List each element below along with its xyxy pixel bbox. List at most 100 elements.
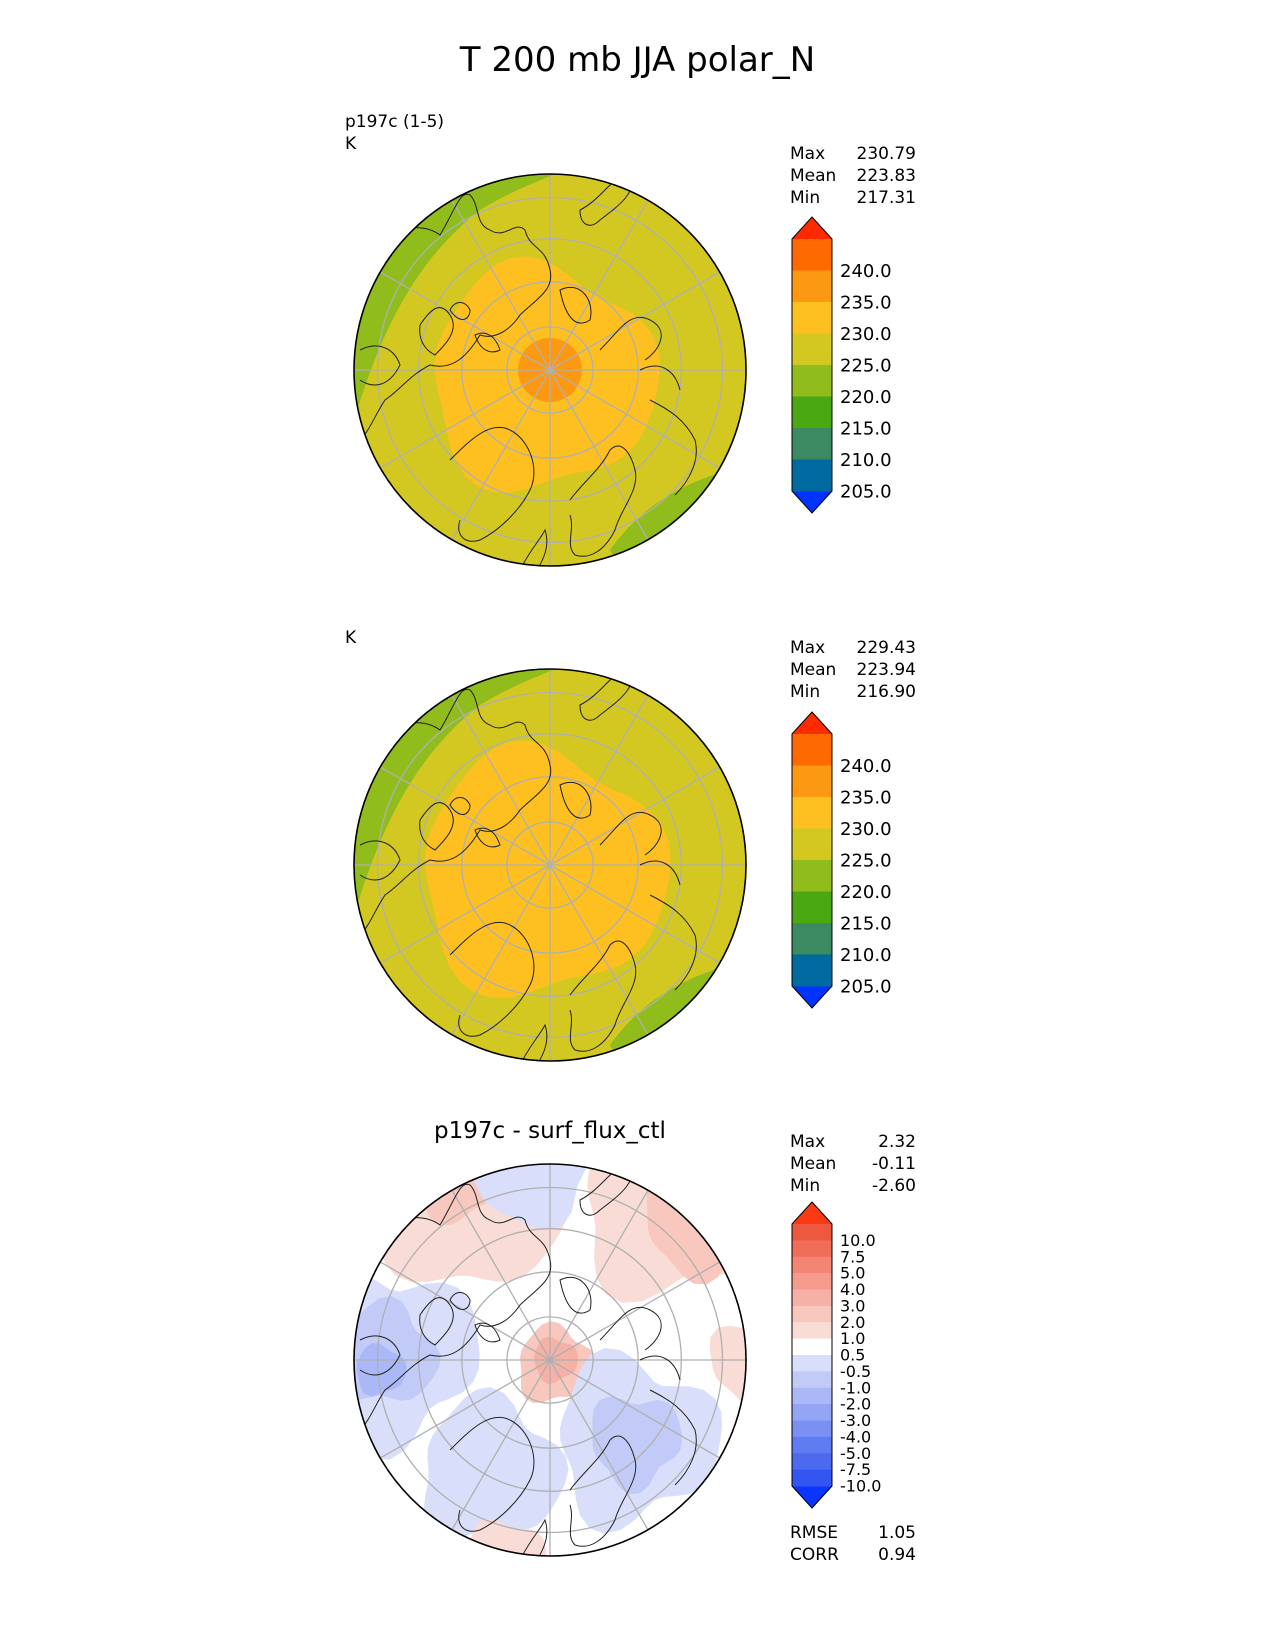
graticule — [354, 174, 746, 566]
colorbar-segment — [792, 954, 832, 987]
colorbar-tick-label: 220.0 — [840, 882, 892, 903]
coastline — [569, 445, 637, 557]
map-boundary — [353, 1163, 747, 1557]
colorbar-tick-label: 220.0 — [840, 387, 892, 408]
colorbar-extend-max — [792, 1202, 832, 1224]
meridian-line — [451, 864, 551, 1036]
stat-mean-label: Mean — [790, 1154, 837, 1174]
stat-min-label: Min — [790, 188, 821, 208]
meridian-line — [379, 1261, 551, 1361]
panel-3-colorbar: 10.07.55.04.03.02.01.00.5-0.5-1.0-2.0-3.… — [791, 1201, 881, 1509]
meridian-line — [379, 864, 551, 964]
coastline — [649, 894, 697, 991]
meridian-line — [451, 199, 551, 371]
coastlines — [359, 669, 697, 1061]
stat-max: 2.32 — [878, 1132, 916, 1152]
colorbar-segment — [792, 828, 832, 861]
colorbar-segment — [792, 365, 832, 397]
colorbar-tick-label: -1.0 — [840, 1378, 871, 1397]
coastline — [474, 827, 501, 848]
colorbar-tick-label: -5.0 — [840, 1444, 871, 1463]
colorbar-segment — [792, 1436, 832, 1454]
colorbar-tick-label: 235.0 — [840, 292, 892, 313]
meridian-line — [549, 369, 721, 469]
graticule — [354, 669, 746, 1061]
colorbar-tick-label: -4.0 — [840, 1427, 871, 1446]
panel-2-units: K — [345, 628, 357, 648]
colorbar-segment — [792, 333, 832, 366]
stat-min-label: Min — [790, 682, 821, 702]
coastline — [569, 1435, 637, 1547]
stat-min-label: Min — [790, 1176, 821, 1196]
field-215-220-west — [354, 669, 630, 1005]
coastline — [649, 1389, 697, 1486]
meridian-line — [379, 271, 551, 371]
colorbar-outline — [791, 711, 833, 1009]
coastline — [419, 802, 454, 851]
coastlines — [359, 174, 697, 566]
rmse-value: 1.05 — [878, 1523, 916, 1543]
colorbar-segment — [792, 891, 832, 924]
coastline — [599, 316, 662, 361]
colorbar-segment — [792, 1289, 832, 1307]
rmse-label: RMSE — [790, 1523, 839, 1543]
map-boundary — [353, 668, 747, 1062]
panel-1-colorbar: 240.0 235.0 230.0 225.0 220.0 215.0 210.0 205.0… — [791, 216, 892, 515]
colorbar-extend-max — [792, 217, 832, 239]
colorbar-segment — [792, 1420, 832, 1438]
figure-title: T 200 mb JJA polar_N — [459, 40, 816, 80]
colorbar-tick-label: -10.0 — [840, 1477, 881, 1496]
meridian-line — [549, 1261, 721, 1361]
meridian-line — [379, 1359, 551, 1459]
panel-1-units: K — [345, 134, 357, 154]
colorbar-outline — [791, 1201, 833, 1509]
stat-mean: 223.94 — [856, 660, 916, 680]
graticule — [354, 1164, 746, 1556]
colorbar-segment — [792, 1224, 832, 1241]
colorbar-segment — [792, 1469, 832, 1487]
coastline — [359, 840, 401, 881]
coastline — [359, 1183, 552, 1431]
stat-mean-label: Mean — [790, 166, 837, 186]
colorbar-segment — [792, 302, 832, 334]
meridian-line — [451, 1359, 551, 1531]
meridian-line — [451, 1189, 551, 1361]
colorbar-segment — [792, 923, 832, 955]
colorbar-tick-label: 200.0 — [840, 1008, 892, 1010]
colorbar-segment — [792, 396, 832, 429]
panel-3-error-stats: RMSE 1.05 CORR 0.94 — [790, 1522, 916, 1566]
colorbar-tick-label: 215.0 — [840, 913, 892, 934]
coastline — [519, 1023, 548, 1061]
coastline — [474, 332, 501, 353]
colorbar-tick-label: 210.0 — [840, 450, 892, 471]
colorbar-segment — [792, 860, 832, 892]
colorbar-tick-label: 7.5 — [840, 1247, 865, 1266]
panel-3-title: p197c - surf_flux_ctl — [434, 1118, 666, 1144]
colorbar-segment — [792, 765, 832, 798]
colorbar-segment — [792, 1273, 832, 1290]
coastline — [449, 797, 471, 815]
panel-2-colorbar: 240.0 235.0 230.0 225.0 220.0 215.0 210.0 205.0… — [791, 711, 892, 1010]
panel-1-stats: Max 230.79 Mean 223.83 Min 217.31 — [790, 143, 916, 209]
colorbar-segment — [792, 1256, 832, 1274]
coastlines — [359, 1164, 697, 1556]
meridian-line — [451, 369, 551, 541]
meridian-line — [549, 864, 721, 964]
colorbar-segment — [792, 1338, 832, 1356]
meridian-line — [451, 694, 551, 866]
colorbar-segment — [792, 270, 832, 303]
coastline — [599, 1306, 662, 1351]
colorbar-tick-label: 4.0 — [840, 1280, 865, 1299]
coastline — [559, 286, 592, 324]
stat-min: -2.60 — [872, 1176, 916, 1196]
colorbar-segment — [792, 1305, 832, 1323]
colorbar-tick-label: 215.0 — [840, 418, 892, 439]
stat-min: 216.90 — [856, 682, 916, 702]
coastline — [599, 811, 662, 856]
coastline — [579, 1164, 634, 1216]
colorbar-tick-label: 205.0 — [840, 481, 892, 502]
coastline — [449, 302, 471, 320]
coastline — [359, 688, 552, 936]
meridian-line — [379, 766, 551, 866]
meridian-line — [549, 1359, 649, 1531]
